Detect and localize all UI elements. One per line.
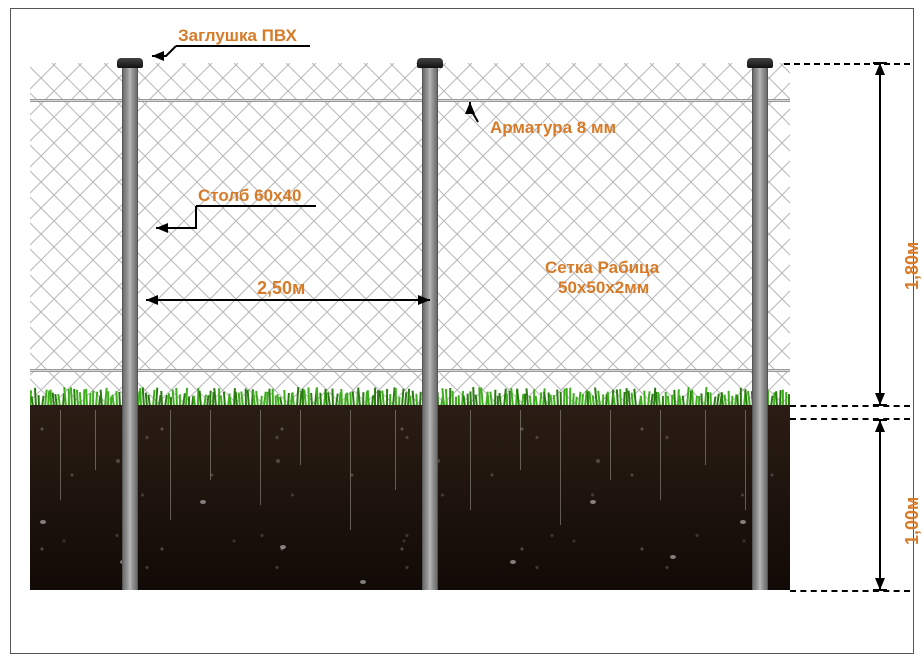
callout-cap: [140, 40, 340, 70]
post-cap: [417, 58, 443, 68]
callout-post: [140, 200, 340, 240]
diagram-canvas: Заглушка ПВХСтолб 60х40Арматура 8 ммСетк…: [0, 0, 924, 662]
rebar-wire: [30, 99, 790, 102]
dim-tick: [873, 62, 887, 64]
soil-section: [30, 405, 790, 590]
dim-dash: [790, 590, 910, 592]
dim-tick: [873, 404, 887, 406]
label-rebar: Арматура 8 мм: [490, 118, 616, 138]
dim-dash: [790, 418, 910, 420]
label-mesh-name: Сетка Рабица: [545, 258, 659, 278]
dim-tick: [873, 419, 887, 421]
grass-strip: [30, 387, 790, 407]
label-mesh-spec: 50х50х2мм: [558, 278, 649, 298]
rebar-wire: [30, 369, 790, 372]
label-height-above: 1,80м: [902, 242, 923, 290]
dim-dash: [790, 405, 910, 407]
fence-post: [752, 66, 768, 590]
fence-post: [122, 66, 138, 590]
dim-tick: [873, 589, 887, 591]
dim-dash: [784, 63, 910, 65]
label-span: 2,50м: [257, 278, 305, 299]
fence-post: [422, 66, 438, 590]
label-height-below: 1,00м: [902, 497, 923, 545]
callout-rebar: [460, 96, 490, 130]
post-cap: [747, 58, 773, 68]
